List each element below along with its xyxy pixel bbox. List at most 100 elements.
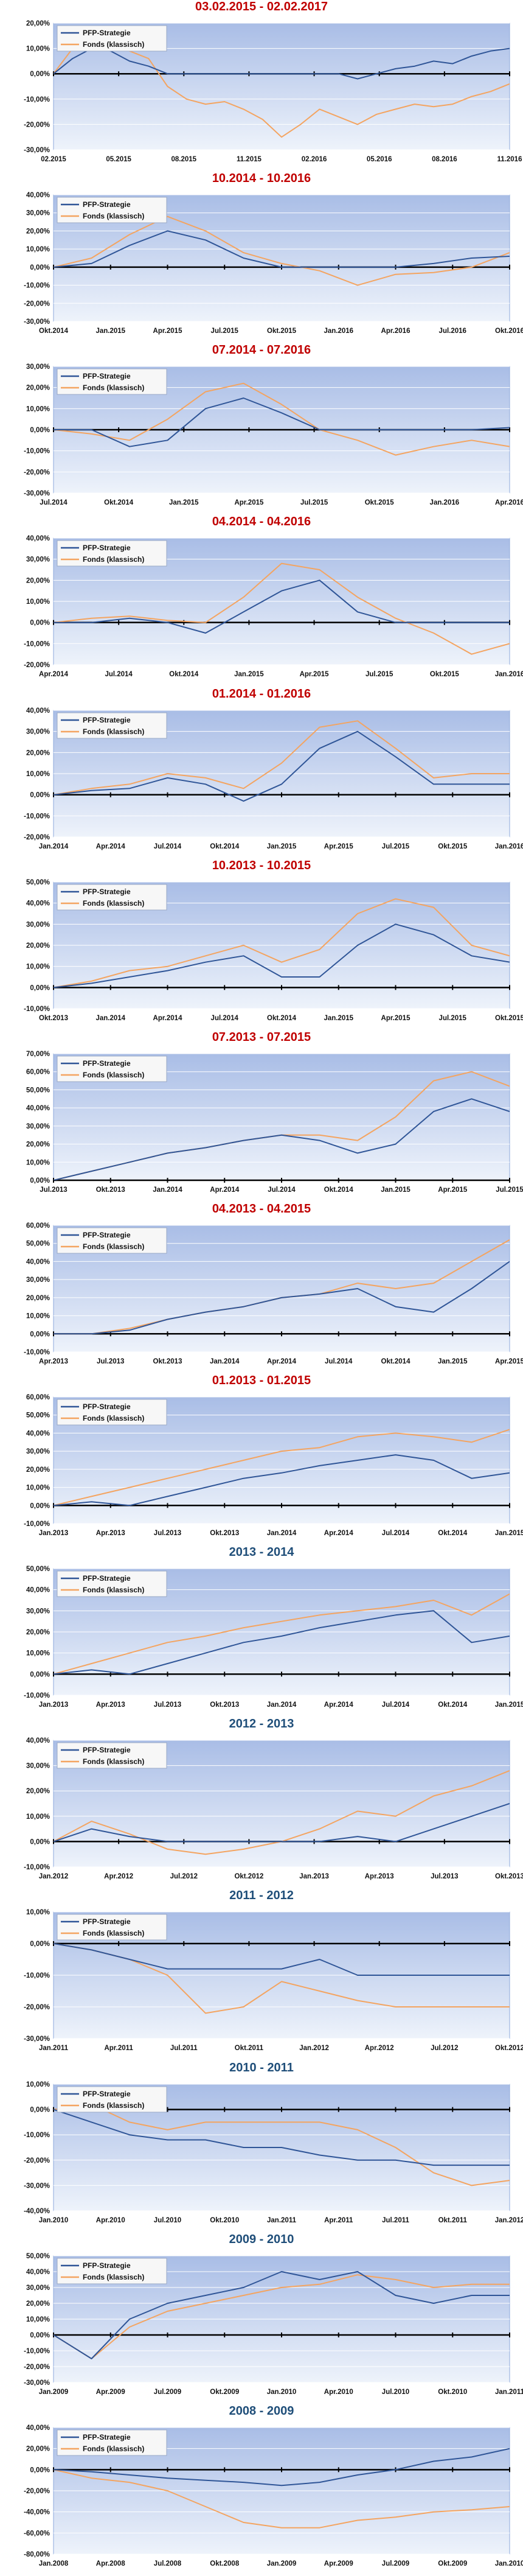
y-tick-label: -10,00% — [24, 1006, 50, 1013]
y-tick-label: 50,00% — [26, 2253, 50, 2260]
y-tick-label: 60,00% — [26, 1069, 50, 1076]
series-line-pfp-strategie — [54, 1803, 510, 1843]
chart-title: 01.2014 - 01.2016 — [212, 687, 311, 701]
x-tick-label: 11.2016 — [497, 156, 522, 163]
y-tick-label: -30,00% — [24, 318, 50, 326]
chart-panel: 2010 - 2011 10,00% 0,00% -10,00% -20,00% -30,… — [0, 2061, 523, 2233]
y-tick-label: 30,00% — [26, 1123, 50, 1130]
series-line-fonds-klassisch — [54, 562, 510, 655]
legend-label: PFP-Strategie — [83, 887, 131, 896]
x-tick-label: Apr.2015 — [495, 1358, 523, 1365]
series-line-fonds-klassisch — [54, 720, 510, 796]
x-tick-label: Apr.2012 — [365, 2045, 394, 2052]
y-tick-label: 10,00% — [26, 1485, 50, 1492]
x-tick-label: Jan.2015 — [438, 1358, 468, 1365]
x-tick-label: Jul.2015 — [496, 1186, 523, 1194]
legend-label: PFP-Strategie — [83, 544, 131, 552]
series-line-pfp-strategie — [54, 2271, 510, 2359]
y-tick-label: -30,00% — [24, 2035, 50, 2043]
chart-title: 2013 - 2014 — [229, 1545, 294, 1559]
x-tick-label: Apr.2008 — [96, 2560, 126, 2567]
y-tick-label: -30,00% — [24, 2379, 50, 2387]
y-tick-label: 40,00% — [26, 1258, 50, 1265]
y-tick-label: 10,00% — [26, 1813, 50, 1821]
legend-box — [57, 540, 167, 567]
legend: PFP-Strategie Fonds (klassisch) — [57, 2429, 167, 2456]
y-tick-label: 0,00% — [30, 1502, 50, 1510]
series-line-fonds-klassisch — [54, 215, 510, 286]
x-tick-label: Jul.2012 — [431, 2045, 458, 2052]
y-tick-label: 70,00% — [26, 1051, 50, 1058]
x-tick-label: Jan.2015 — [169, 499, 199, 506]
x-tick-label: Okt.2014 — [438, 1701, 468, 1709]
x-tick-label: Apr.2009 — [96, 2389, 125, 2396]
x-tick-label: 02.2016 — [302, 156, 327, 163]
y-tick-label: 0,00% — [30, 1177, 50, 1185]
y-tick-label: 0,00% — [30, 1331, 50, 1338]
x-tick-label: Jul.2015 — [439, 1015, 467, 1022]
series-line-pfp-strategie — [54, 1943, 510, 1976]
x-tick-label: Jul.2011 — [382, 2217, 409, 2224]
y-tick-label: -10,00% — [24, 1864, 50, 1871]
x-tick-label: Okt.2014 — [438, 1530, 468, 1537]
x-tick-label: Jan.2015 — [381, 1186, 410, 1194]
y-tick-label: -10,00% — [24, 640, 50, 648]
line-chart: 30,00% 20,00% 10,00% 0,00% -10,00% -20,00% -30… — [24, 363, 523, 506]
y-tick-label: -80,00% — [24, 2551, 50, 2558]
x-tick-label: Jan.2013 — [299, 1873, 329, 1880]
x-tick-label: Apr.2010 — [96, 2217, 125, 2224]
x-tick-label: Jul.2012 — [170, 1873, 198, 1880]
x-tick-label: Apr.2011 — [104, 2045, 133, 2052]
y-tick-label: 20,00% — [26, 20, 50, 27]
y-tick-label: 0,00% — [30, 2107, 50, 2114]
x-tick-label: 08.2015 — [171, 156, 196, 163]
x-tick-label: Jan.2015 — [234, 671, 264, 678]
legend-label: Fonds (klassisch) — [83, 727, 144, 736]
legend-label: PFP-Strategie — [83, 1917, 131, 1926]
x-tick-label: Jan.2016 — [495, 671, 523, 678]
y-tick-label: 0,00% — [30, 1838, 50, 1846]
legend: PFP-Strategie Fonds (klassisch) — [57, 197, 167, 223]
y-tick-label: -10,00% — [24, 96, 50, 103]
x-tick-label: Jul.2014 — [382, 1701, 410, 1709]
chart-title: 04.2014 - 04.2016 — [212, 515, 311, 528]
legend-label: PFP-Strategie — [83, 1746, 131, 1754]
x-tick-label: Jan.2015 — [495, 1701, 523, 1709]
y-tick-label: -10,00% — [24, 1692, 50, 1699]
legend: PFP-Strategie Fonds (klassisch) — [57, 25, 167, 52]
x-tick-label: Apr.2015 — [438, 1186, 468, 1194]
x-tick-label: Jan.2008 — [39, 2560, 69, 2567]
x-tick-label: Jul.2013 — [154, 1530, 181, 1537]
x-tick-label: Okt.2013 — [39, 1015, 68, 1022]
x-tick-label: Apr.2014 — [39, 671, 69, 678]
x-tick-label: Okt.2013 — [96, 1186, 125, 1194]
y-tick-label: -20,00% — [24, 300, 50, 307]
chart-panel: 2008 - 2009 40,00% 20,00% 0,00% -20,00% -40,0… — [0, 2404, 523, 2576]
legend-label: PFP-Strategie — [83, 1402, 131, 1411]
y-tick-label: 20,00% — [26, 1629, 50, 1636]
chart-panel: 03.02.2015 - 02.02.2017 20,00% 10,00% 0,00%… — [0, 0, 523, 172]
legend-label: Fonds (klassisch) — [83, 1757, 144, 1766]
legend-label: Fonds (klassisch) — [83, 1071, 144, 1079]
legend: PFP-Strategie Fonds (klassisch) — [57, 368, 167, 395]
y-tick-label: -30,00% — [24, 2182, 50, 2189]
y-tick-label: -20,00% — [24, 2364, 50, 2371]
y-tick-label: 20,00% — [26, 577, 50, 584]
x-tick-label: Jan.2012 — [495, 2217, 523, 2224]
series-line-pfp-strategie — [54, 730, 510, 802]
legend-label: PFP-Strategie — [83, 200, 131, 209]
x-tick-label: Okt.2014 — [104, 499, 134, 506]
y-tick-label: 20,00% — [26, 942, 50, 950]
line-chart: 20,00% 10,00% 0,00% -10,00% -20,00% -30,00% 02… — [24, 20, 522, 163]
x-tick-label: Okt.2013 — [153, 1358, 182, 1365]
legend: PFP-Strategie Fonds (klassisch) — [57, 712, 167, 739]
legend: PFP-Strategie Fonds (klassisch) — [57, 2086, 167, 2113]
legend-label: Fonds (klassisch) — [83, 2273, 144, 2281]
line-chart: 10,00% 0,00% -10,00% -20,00% -30,00% -40,00% J… — [24, 2081, 523, 2224]
legend-box — [57, 1055, 167, 1082]
y-tick-label: 50,00% — [26, 1412, 50, 1419]
x-tick-label: Jul.2009 — [154, 2389, 181, 2396]
chart-title: 2012 - 2013 — [229, 1717, 294, 1731]
y-tick-label: 20,00% — [26, 385, 50, 392]
series-line-pfp-strategie — [54, 923, 510, 989]
